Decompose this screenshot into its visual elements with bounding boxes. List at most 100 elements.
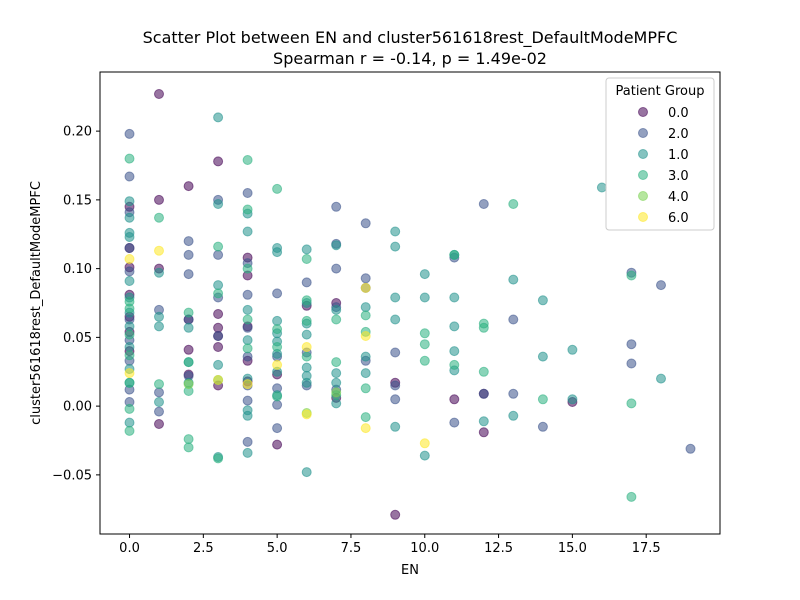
data-point: [154, 406, 164, 417]
data-point: [124, 171, 135, 182]
data-point: [242, 263, 253, 274]
data-point: [183, 181, 194, 192]
data-point: [360, 331, 371, 341]
y-tick-label: 0.05: [63, 331, 92, 346]
data-point: [626, 339, 637, 350]
data-point: [124, 266, 135, 277]
data-point: [331, 398, 342, 409]
data-point: [626, 358, 637, 369]
x-tick-label: 12.5: [484, 541, 513, 556]
data-point: [656, 280, 666, 291]
data-point: [183, 269, 194, 280]
data-point: [390, 241, 401, 252]
data-point: [360, 302, 371, 313]
data-point: [213, 453, 224, 464]
legend-label: 2.0: [668, 127, 689, 142]
data-point: [213, 249, 224, 260]
data-point: [272, 439, 283, 450]
data-point: [360, 273, 371, 284]
data-point: [213, 331, 224, 341]
data-point: [183, 357, 194, 368]
data-point: [124, 128, 135, 139]
data-point: [124, 243, 135, 253]
data-point: [124, 403, 135, 414]
data-point: [242, 204, 253, 215]
data-point: [124, 425, 135, 436]
data-point: [124, 232, 135, 242]
data-point: [272, 324, 283, 335]
data-point: [301, 351, 312, 362]
data-point: [213, 156, 224, 167]
data-point: [154, 397, 164, 407]
data-point: [183, 434, 194, 445]
data-point: [124, 276, 135, 286]
data-point: [301, 467, 312, 478]
legend-entries: 0.0 2.0 1.0 3.0 4.0 6.0: [638, 106, 689, 226]
data-point: [478, 366, 489, 377]
data-point: [124, 417, 135, 428]
data-point: [478, 427, 489, 438]
data-point: [213, 342, 224, 352]
legend-label: 3.0: [668, 169, 689, 184]
data-point: [124, 342, 135, 352]
data-point: [154, 379, 164, 390]
data-point: [478, 416, 489, 427]
data-point: [242, 289, 253, 300]
data-point: [537, 295, 548, 306]
data-point: [272, 183, 283, 194]
data-point: [154, 89, 164, 99]
data-point: [154, 267, 164, 278]
x-tick-label: 0.0: [119, 541, 140, 556]
data-point: [390, 314, 401, 325]
data-point: [331, 304, 342, 315]
data-point: [272, 315, 283, 326]
legend-label: 6.0: [668, 211, 689, 226]
data-point: [449, 321, 460, 332]
x-tick-label: 7.5: [341, 541, 362, 556]
legend: Patient Group 0.0 2.0 1.0 3.0 4.0 6.0: [605, 77, 715, 231]
data-point: [213, 280, 224, 291]
data-point: [419, 339, 430, 350]
data-point: [183, 322, 194, 333]
data-point: [272, 359, 283, 370]
data-point: [242, 314, 253, 325]
data-point: [154, 387, 164, 398]
x-tick-label: 17.5: [632, 541, 661, 556]
data-point: [272, 288, 283, 299]
data-point: [242, 188, 253, 198]
legend-label: 1.0: [668, 148, 689, 163]
data-point: [242, 436, 253, 447]
data-point: [183, 307, 194, 318]
data-point: [537, 351, 548, 362]
data-point: [508, 314, 519, 325]
y-tick-label: 0.15: [63, 193, 92, 208]
data-point: [272, 247, 283, 258]
data-point: [242, 322, 253, 333]
data-point: [419, 292, 430, 303]
legend-marker: [638, 149, 648, 159]
data-point: [124, 153, 135, 164]
data-point: [124, 329, 135, 340]
x-tick-label: 5.0: [267, 541, 288, 556]
data-point: [331, 357, 342, 368]
data-point: [419, 269, 430, 280]
data-point: [213, 199, 224, 209]
data-point: [537, 421, 548, 432]
data-point: [390, 509, 401, 520]
data-point: [331, 240, 342, 251]
y-tick-label: 0.00: [63, 400, 92, 415]
data-point: [360, 412, 371, 423]
data-point: [508, 410, 519, 421]
data-point: [478, 388, 489, 399]
data-point: [301, 254, 312, 264]
chart-title: Scatter Plot between EN and cluster56161…: [143, 28, 678, 48]
data-point: [331, 263, 342, 274]
data-point: [183, 442, 194, 453]
data-point: [272, 423, 283, 434]
data-point: [154, 311, 164, 322]
y-tick-label: 0.10: [63, 262, 92, 277]
data-point: [301, 315, 312, 326]
legend-marker: [638, 191, 648, 201]
plot-frame: [99, 71, 721, 535]
data-point: [183, 379, 194, 390]
